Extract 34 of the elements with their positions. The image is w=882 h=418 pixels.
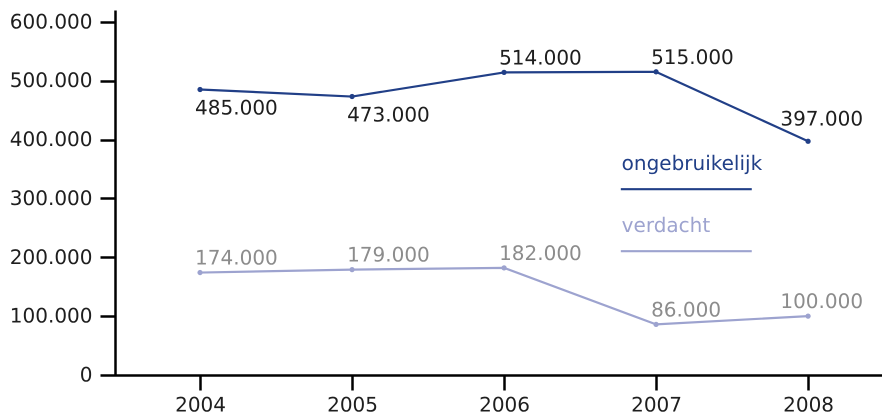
y-tick-label: 400.000	[10, 127, 92, 152]
point	[653, 69, 659, 74]
x-tick-label: 2005	[327, 392, 378, 416]
point	[349, 266, 355, 272]
data-label: 100.000	[780, 289, 864, 314]
x-tick-label: 2006	[479, 392, 530, 416]
point	[501, 265, 507, 270]
point	[197, 270, 203, 276]
text: verdacht	[622, 213, 710, 238]
data-label: 174.000	[195, 246, 278, 270]
y-tick-label: 600.000	[10, 9, 92, 34]
y-tick-label: 100.000	[10, 304, 92, 328]
y-tick-label: 200.000	[10, 244, 92, 269]
point	[653, 322, 659, 328]
point	[805, 138, 811, 144]
point	[349, 94, 355, 100]
data-label: 86.000	[651, 297, 722, 322]
data-label: 179.000	[347, 242, 430, 267]
series-label: ongebruikelijk	[622, 151, 763, 176]
y-tick-label: 300.000	[10, 186, 92, 210]
point	[197, 86, 203, 92]
x-tick-label: 2007	[631, 392, 682, 416]
point	[501, 70, 507, 76]
data-label: 515.000	[651, 44, 734, 69]
y-tick-label: 500.000	[10, 68, 92, 92]
x-tick-label: 2008	[783, 392, 834, 416]
y-tick-label: 0	[80, 362, 92, 386]
data-label: 182.000	[499, 240, 582, 265]
point	[805, 313, 811, 319]
x-tick-label: 2004	[175, 392, 226, 416]
data-label: 473.000	[347, 102, 430, 127]
data-label: 485.000	[195, 95, 278, 120]
data-label: 514.000	[499, 45, 582, 70]
data-label: 397.000	[780, 106, 864, 130]
